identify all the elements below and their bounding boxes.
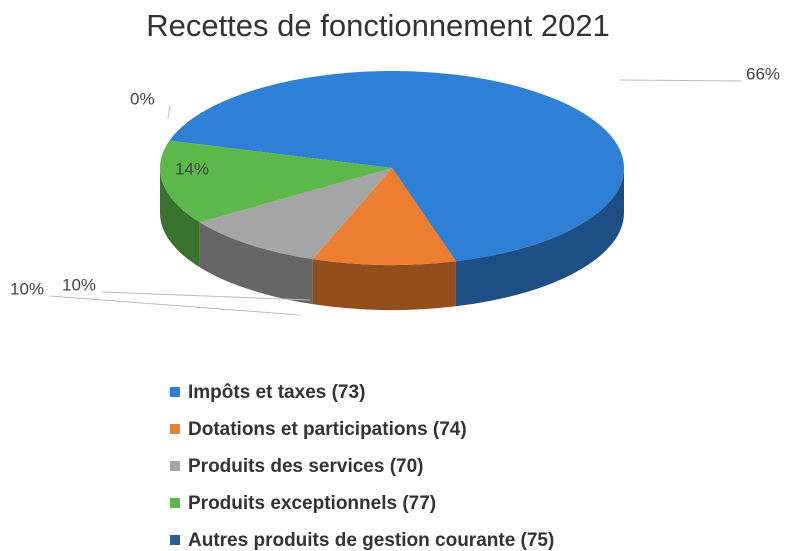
legend-label: Produits des services (70) xyxy=(188,456,424,477)
data-label: 66% xyxy=(746,64,780,83)
slice xyxy=(169,70,625,262)
slice-side xyxy=(160,168,200,268)
legend-label: Impôts et taxes (73) xyxy=(188,382,365,403)
slice xyxy=(160,140,392,223)
leader-line xyxy=(167,105,171,119)
legend-swatch xyxy=(170,387,180,397)
leader-line xyxy=(49,295,301,316)
slice xyxy=(199,168,392,260)
legend-swatch xyxy=(170,535,180,545)
data-label: 0% xyxy=(130,89,155,108)
legend-label: Autres produits de gestion courante (75) xyxy=(188,530,554,551)
legend-label: Dotations et participations (74) xyxy=(188,419,467,440)
legend-swatch xyxy=(170,498,180,508)
leader-line xyxy=(619,79,743,82)
data-label: 14% xyxy=(175,159,209,178)
chart-title: Recettes de fonctionnement 2021 xyxy=(146,8,610,43)
data-label: 10% xyxy=(10,279,44,298)
slice-side xyxy=(312,259,456,310)
legend-label: Produits exceptionnels (77) xyxy=(188,493,436,514)
legend-swatch xyxy=(170,461,180,471)
data-label: 10% xyxy=(62,275,96,294)
slice-side xyxy=(199,222,313,305)
leader-line xyxy=(101,291,311,301)
legend-swatch xyxy=(170,424,180,434)
slice xyxy=(312,168,456,265)
slice-side xyxy=(455,168,624,307)
